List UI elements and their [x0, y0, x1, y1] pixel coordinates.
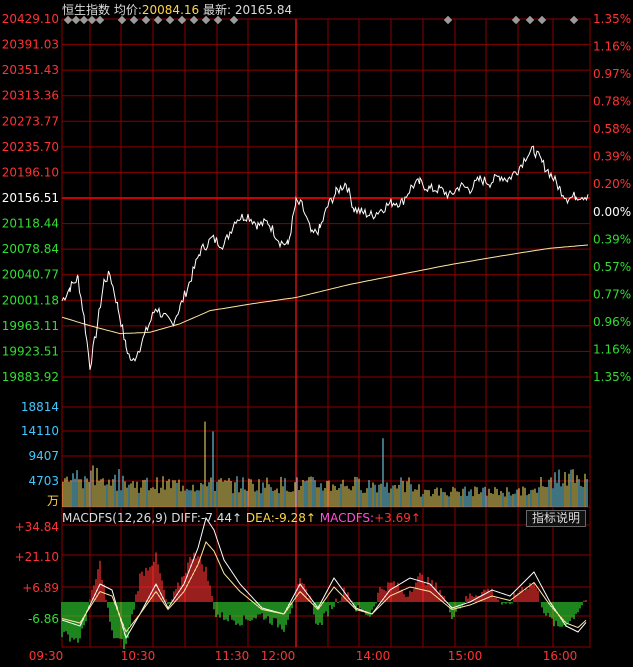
event-marker — [537, 15, 547, 25]
price-tick-label: 20156.51 — [2, 191, 59, 205]
diff-label: DIFF: — [171, 511, 201, 525]
volume-axis: 18814 14110 9407 4703 万 — [21, 400, 59, 508]
time-tick-label: 16:00 — [543, 649, 578, 663]
event-marker — [511, 15, 521, 25]
time-tick-label: 14:00 — [356, 649, 391, 663]
quote-header: 恒生指数 均价:20084.16 最新: 20165.84 — [62, 1, 292, 18]
price-tick-label: 20235.70 — [2, 140, 59, 154]
time-axis: 09:30 10:30 11:30 12:00 14:00 15:00 16:00 — [29, 649, 578, 663]
event-marker — [443, 15, 453, 25]
percent-tick-label: 0.39% — [593, 150, 631, 164]
percent-tick-label: 0.39% — [593, 232, 631, 246]
volume-tick-label: 4703 — [28, 474, 59, 488]
percent-tick-label: 0.97% — [593, 67, 631, 81]
volume-bars — [62, 421, 588, 507]
price-tick-label: 20078.84 — [2, 242, 59, 256]
price-tick-label: 20040.77 — [2, 268, 59, 282]
macd-histogram — [61, 552, 587, 649]
diff-value: -7.44↑ — [200, 511, 243, 525]
percent-tick-label: 1.16% — [593, 342, 631, 356]
price-line — [61, 145, 589, 370]
avg-label: 均价: — [113, 3, 142, 17]
time-tick-label: 12:00 — [261, 649, 296, 663]
percent-tick-label: 1.16% — [593, 40, 631, 54]
price-tick-label: 20196.10 — [2, 165, 59, 179]
macd-tick-label: +6.89 — [22, 581, 59, 595]
price-tick-label: 20313.36 — [2, 89, 59, 103]
time-tick-label: 11:30 — [215, 649, 250, 663]
index-name: 恒生指数 — [62, 3, 111, 17]
price-tick-label: 20001.18 — [2, 293, 59, 307]
macd-tick-label: -6.86 — [28, 612, 59, 626]
last-label: 最新: — [202, 3, 232, 17]
event-marker — [525, 15, 535, 25]
average-price-line — [61, 244, 589, 335]
macd-header: MACDFS(12,26,9) DIFF:-7.44↑ DEA:-9.28↑ M… — [62, 511, 421, 525]
percent-tick-label: 0.00% — [593, 205, 631, 219]
grid-lines — [61, 18, 591, 648]
time-tick-label: 15:00 — [448, 649, 483, 663]
percent-tick-label: 0.20% — [593, 177, 631, 191]
percent-tick-label: 1.35% — [593, 12, 631, 26]
avg-value: 20084.16 — [141, 3, 200, 17]
percent-tick-label: 0.58% — [593, 122, 631, 136]
volume-unit-label: 万 — [47, 494, 59, 508]
price-tick-label: 20351.43 — [2, 63, 59, 77]
price-tick-label: 20273.77 — [2, 114, 59, 128]
percent-tick-label: 0.77% — [593, 287, 631, 301]
percent-tick-label: 0.96% — [593, 315, 631, 329]
macd-tick-label: +21.10 — [15, 550, 59, 564]
volume-tick-label: 9407 — [28, 449, 59, 463]
macd-dea-line — [61, 541, 587, 634]
macd-name: MACDFS(12,26,9) — [62, 511, 168, 525]
price-tick-label: 20118.44 — [2, 217, 59, 231]
price-tick-label: 20391.03 — [2, 38, 59, 52]
price-axis: 20429.10 20391.03 20351.43 20313.36 20273.77… — [2, 12, 59, 384]
macd-axis: +34.84 +21.10 +6.89 -6.86 — [15, 520, 59, 626]
macdfs-label: MACDFS: — [319, 511, 375, 525]
dea-value: -9.28↑ — [274, 511, 316, 525]
macd-diff-line — [61, 516, 587, 640]
event-marker — [569, 15, 579, 25]
percent-tick-label: 0.78% — [593, 95, 631, 109]
volume-tick-label: 18814 — [21, 400, 59, 414]
percent-tick-label: 0.57% — [593, 260, 631, 274]
price-tick-label: 19923.51 — [2, 344, 59, 358]
price-tick-label: 19883.92 — [2, 370, 59, 384]
dea-label: DEA: — [245, 511, 275, 525]
percent-tick-label: 1.35% — [593, 370, 631, 384]
percent-axis: 1.35% 1.16% 0.97% 0.78% 0.58% 0.39% 0.20% 0.00%… — [593, 12, 631, 384]
price-tick-label: 20429.10 — [2, 12, 59, 26]
time-tick-label: 10:30 — [121, 649, 156, 663]
macd-tick-label: +34.84 — [15, 520, 59, 534]
price-tick-label: 19963.11 — [2, 319, 59, 333]
macdfs-value: +3.69↑ — [374, 511, 421, 525]
last-value: 20165.84 — [234, 3, 293, 17]
indicator-help-button[interactable]: 指标说明 — [526, 510, 586, 527]
volume-tick-label: 14110 — [21, 424, 59, 438]
time-tick-label: 09:30 — [29, 649, 64, 663]
